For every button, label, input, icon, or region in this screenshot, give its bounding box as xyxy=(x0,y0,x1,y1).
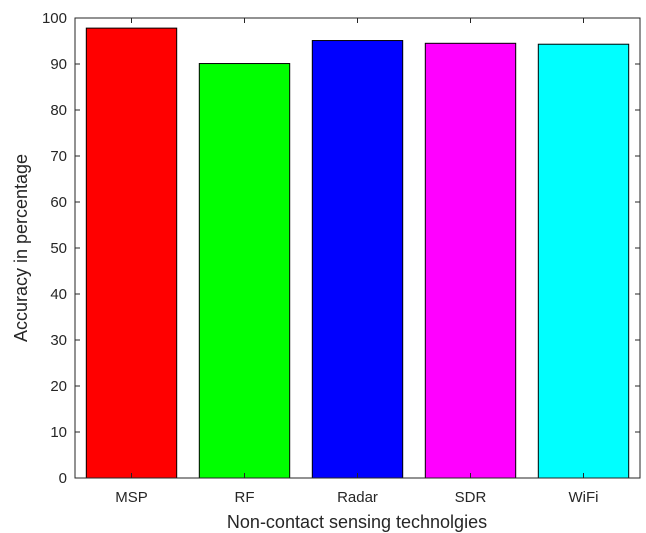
bar-rf xyxy=(198,63,291,479)
y-tick-label: 0 xyxy=(59,470,67,487)
x-axis-ticks: MSP RF Radar SDR WiFi xyxy=(115,18,599,506)
bar-wifi xyxy=(537,43,630,479)
x-axis-label: Non-contact sensing technolgies xyxy=(227,512,487,532)
x-tick-label-wifi: WiFi xyxy=(569,489,599,506)
x-tick-label-msp: MSP xyxy=(115,489,148,506)
y-tick-label: 70 xyxy=(50,148,67,165)
bars-group xyxy=(85,27,630,479)
y-tick-label: 90 xyxy=(50,56,67,73)
y-tick-label: 50 xyxy=(50,240,67,257)
plot-frame xyxy=(74,17,641,479)
bar-radar xyxy=(311,40,404,479)
y-tick-label: 80 xyxy=(50,102,67,119)
y-tick-label: 100 xyxy=(42,10,67,27)
y-tick-label: 40 xyxy=(50,286,67,303)
x-tick-label-sdr: SDR xyxy=(455,489,487,506)
y-tick-label: 60 xyxy=(50,194,67,211)
y-axis-label: Accuracy in percentage xyxy=(11,154,31,342)
x-tick-label-rf: RF xyxy=(235,489,255,506)
bar-sdr xyxy=(424,42,517,479)
y-axis-ticks: 0 10 20 30 40 50 60 70 80 90 100 xyxy=(42,10,640,487)
bar-msp xyxy=(85,27,178,479)
y-tick-label: 20 xyxy=(50,378,67,395)
y-tick-label: 10 xyxy=(50,424,67,441)
y-tick-label: 30 xyxy=(50,332,67,349)
x-tick-label-radar: Radar xyxy=(337,489,378,506)
